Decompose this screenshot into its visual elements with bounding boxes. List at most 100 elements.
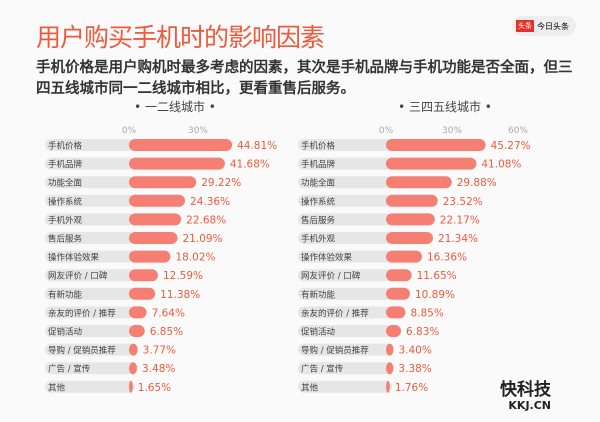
watermark-url: KKJ.CN [508, 399, 551, 412]
category-label: 功能全面 [301, 178, 336, 189]
value-label: 7.64% [152, 307, 185, 319]
tick-label: 0% [122, 126, 137, 136]
value-label: 21.09% [183, 233, 223, 245]
bar-track [298, 232, 392, 244]
bar-track [298, 176, 392, 189]
value-label: 1.65% [138, 382, 171, 394]
watermark: 快科技 KKJ.CN [500, 382, 551, 414]
bar-track [45, 325, 135, 337]
value-label: 3.77% [143, 345, 176, 357]
bar-track [45, 176, 135, 189]
value-label: 21.34% [438, 233, 478, 245]
value-label: 11.65% [417, 270, 457, 282]
category-label: 手机外观 [301, 234, 336, 245]
category-label: 广告 / 宣传 [48, 364, 91, 375]
bar [129, 213, 182, 226]
bar [386, 250, 422, 263]
value-label: 16.36% [427, 252, 467, 264]
value-label: 3.40% [398, 345, 431, 357]
value-label: 41.08% [481, 159, 521, 171]
logo-text: 今日头条 [537, 21, 569, 31]
bar-track [298, 343, 392, 356]
bar-track [45, 194, 135, 207]
tick-label: 30% [188, 126, 208, 136]
category-label: 导购 / 促销员推荐 [301, 345, 369, 356]
bar [129, 250, 171, 263]
page-subtitle: 手机价格是用户购机时最多考虑的因素，其次是手机品牌与手机功能是否全面，但三四五线… [36, 60, 573, 97]
bar [386, 232, 433, 244]
category-label: 有新功能 [48, 289, 83, 300]
bar [386, 306, 406, 319]
value-label: 12.59% [163, 270, 203, 282]
value-label: 3.48% [142, 363, 175, 375]
category-label: 手机外观 [48, 215, 83, 226]
value-label: 3.38% [398, 363, 431, 375]
bar-track [45, 343, 135, 356]
category-label: 促销活动 [301, 327, 336, 338]
category-label: 操作体验效果 [301, 252, 353, 263]
category-label: 网友评价 / 口碑 [48, 271, 108, 282]
category-label: 亲友的评价 / 推荐 [48, 308, 116, 319]
bar [129, 139, 233, 151]
bar-track [298, 269, 392, 282]
bar [386, 343, 394, 356]
bar-track [298, 194, 392, 207]
bar-track [298, 325, 392, 337]
bar-track [298, 380, 392, 393]
bar-track [298, 287, 392, 300]
bar [129, 194, 186, 207]
page-title: 用户购买手机时的影响因素 [36, 23, 325, 52]
bar-track [45, 213, 135, 226]
value-label: 22.68% [186, 214, 226, 226]
bar-track [45, 269, 135, 282]
logo-badge: 头条 [516, 20, 534, 32]
value-label: 18.02% [175, 252, 215, 264]
value-label: 29.88% [457, 177, 497, 189]
bar-track [45, 157, 135, 170]
bar-track [45, 139, 135, 151]
bar [386, 287, 410, 300]
bar-track [45, 232, 135, 244]
value-label: 45.27% [491, 140, 531, 152]
chart-title: • 一二线城市 • [134, 99, 216, 114]
watermark-text: 快科技 [500, 380, 551, 400]
tick-label: 30% [442, 126, 462, 136]
bar-track [45, 380, 135, 393]
bar [386, 362, 394, 375]
category-label: 有新功能 [301, 289, 336, 300]
bar [129, 157, 225, 170]
bar-track [298, 362, 392, 375]
category-label: 导购 / 促销员推荐 [48, 345, 116, 356]
bar [386, 157, 477, 170]
category-label: 功能全面 [48, 178, 83, 189]
category-label: 操作系统 [48, 196, 83, 207]
category-label: 网友评价 / 口碑 [301, 271, 361, 282]
chart-title: • 三四五线城市 • [398, 99, 492, 114]
bar [386, 139, 486, 151]
bar-track [298, 157, 392, 170]
category-label: 亲友的评价 / 推荐 [301, 308, 369, 319]
category-label: 售后服务 [301, 215, 336, 226]
value-label: 41.68% [230, 159, 270, 171]
value-label: 24.36% [190, 196, 230, 208]
bar [129, 362, 138, 375]
category-label: 其他 [301, 382, 319, 393]
bar-track [298, 250, 392, 263]
bar [129, 287, 156, 300]
category-label: 操作系统 [301, 196, 336, 207]
bar-track [298, 306, 392, 319]
bar [386, 176, 452, 189]
value-label: 23.52% [443, 196, 483, 208]
value-label: 44.81% [237, 140, 277, 152]
bar-track [298, 213, 392, 226]
bar [386, 269, 412, 282]
category-label: 操作体验效果 [48, 252, 100, 263]
bar [129, 306, 147, 319]
value-label: 11.38% [160, 289, 200, 301]
category-label: 广告 / 宣传 [301, 364, 344, 375]
category-label: 手机品牌 [48, 159, 83, 170]
bar [129, 269, 158, 282]
tick-label: 60% [508, 126, 528, 136]
value-label: 8.85% [410, 307, 443, 319]
